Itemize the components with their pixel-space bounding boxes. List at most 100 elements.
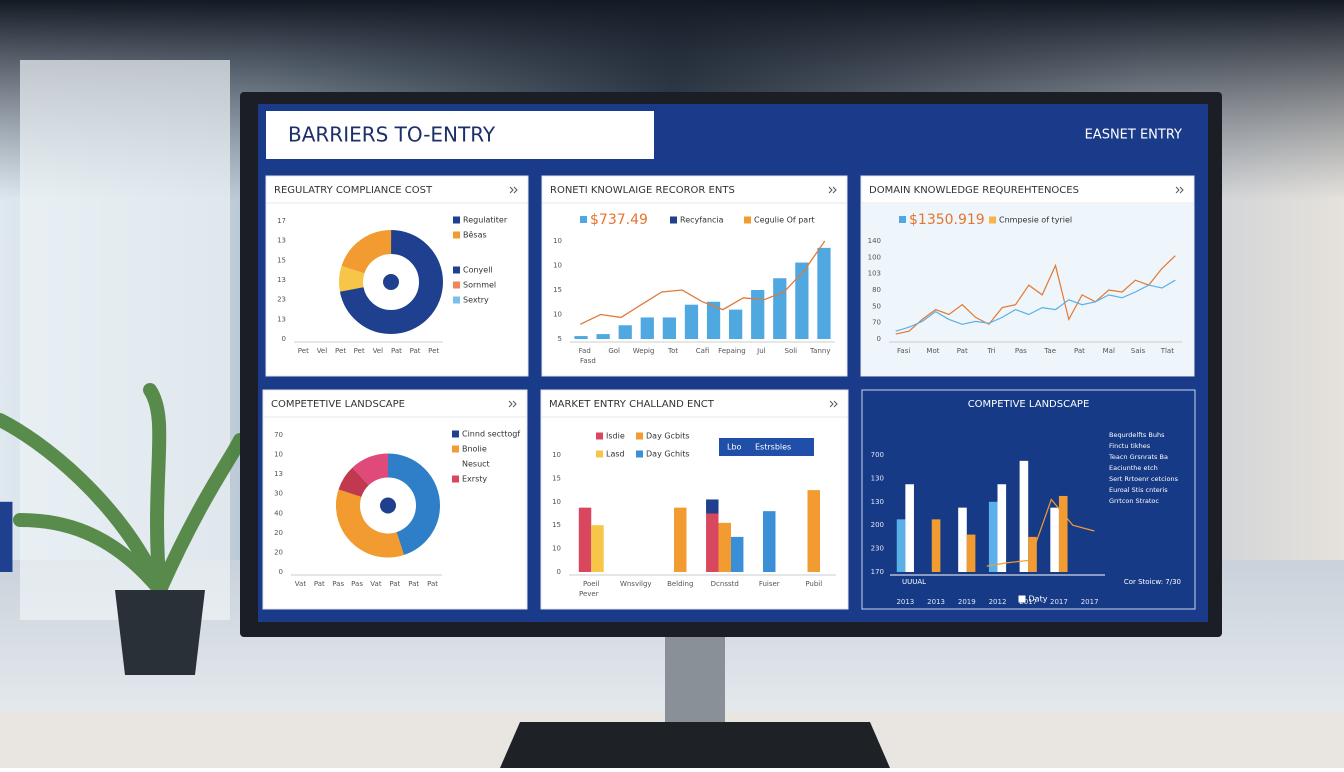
y-axis-label: 30 — [274, 490, 283, 498]
x-axis-label: Vat — [370, 580, 382, 588]
panel-title: MARKET ENTRY CHALLAND ENCT — [549, 399, 715, 410]
monitor-stand — [665, 630, 725, 740]
panel-bg — [540, 389, 849, 610]
x-axis-label: Pat — [410, 347, 421, 355]
x-axis-label: Pat — [314, 580, 325, 588]
legend-swatch — [452, 445, 459, 453]
y-axis-label: 103 — [868, 270, 881, 278]
y-axis-label: 13 — [277, 237, 286, 245]
bar — [896, 519, 906, 572]
bar — [931, 519, 941, 572]
legend-label: Regulatiter — [463, 216, 508, 225]
x-axis-label: Tlat — [1160, 347, 1175, 355]
x-axis-label: 2017 — [1019, 598, 1037, 606]
badge-text: Estrsbles — [755, 443, 791, 452]
panel-bg — [265, 175, 529, 377]
legend-label: Isdie — [606, 432, 625, 441]
bar — [988, 501, 998, 572]
x-axis-label: Fasi — [897, 347, 910, 355]
x-axis-label: Tae — [1043, 347, 1056, 355]
y-axis-label: 13 — [274, 470, 283, 478]
headline-swatch — [899, 216, 906, 223]
bar — [1019, 460, 1029, 572]
x-axis-label: Pas — [351, 580, 363, 588]
legend-label: Conyell — [463, 266, 493, 275]
y-axis-label: 0 — [279, 568, 283, 576]
y-axis-label: 170 — [871, 568, 884, 576]
x-axis-label: 2019 — [958, 598, 976, 606]
data-line — [895, 255, 1176, 335]
y-axis-label: 700 — [871, 451, 884, 459]
panel-title: REGULATRY COMPLIANCE COST — [274, 185, 433, 196]
legend-swatch — [989, 216, 996, 224]
y-axis-label: 100 — [868, 253, 881, 261]
x-axis-label: Pas — [1015, 347, 1027, 355]
bar — [807, 490, 820, 572]
x-axis-label: 2013 — [896, 598, 914, 606]
x-axis-label: Pubil — [805, 580, 822, 588]
legend-swatch — [453, 281, 460, 289]
side-note: Euroal Stis cnteris — [1109, 486, 1168, 494]
headline: $737.49 — [590, 212, 648, 228]
legend-label: Bêsas — [463, 230, 487, 240]
bar — [640, 317, 654, 339]
y-axis-label: 20 — [274, 529, 283, 537]
monitor-base — [500, 722, 890, 768]
x-axis-label: Wnsvilgy — [620, 580, 652, 588]
x-axis-label: Pat — [957, 347, 968, 355]
y-axis-label: 10 — [274, 451, 283, 459]
bar — [795, 262, 809, 339]
legend-swatch — [596, 450, 603, 458]
y-axis-label: 50 — [872, 302, 881, 310]
header-right: EASNET ENTRY — [1085, 128, 1182, 143]
bar — [618, 325, 632, 339]
panel: COMPETETIVE LANDSCAPE 70 10 13 30 40 20 20 0 Vat P… — [262, 389, 528, 610]
expand-icon — [1175, 186, 1184, 194]
legend-label: Nesuct — [462, 460, 490, 469]
x-axis-label: Dcnsstd — [711, 580, 739, 588]
x-axis-label: Pat — [391, 347, 402, 355]
legend-swatch — [452, 430, 459, 438]
x-axis-label: Pet — [298, 347, 309, 355]
y-axis-label: 140 — [868, 237, 881, 245]
x-axis-label: Mot — [926, 347, 939, 355]
bar — [966, 534, 976, 572]
bar — [578, 507, 592, 572]
legend-label: Day Gchits — [646, 450, 690, 459]
x-axis-label: 2012 — [989, 598, 1007, 606]
x-axis-label: Vel — [373, 347, 384, 355]
x-axis-label: Gol — [608, 347, 620, 355]
legend-label: Cegulie Of part — [754, 216, 815, 225]
panel: RONETI KNOWLAIGE RECOROR ENTS 10 10 15 10 5 Fa… — [541, 175, 848, 377]
legend-swatch — [453, 296, 460, 304]
headline: $1350.919 — [909, 212, 985, 228]
bar — [817, 247, 831, 339]
bar — [718, 522, 731, 572]
title-box — [266, 111, 654, 159]
bar — [751, 290, 765, 339]
data-line — [986, 498, 1095, 567]
panel: REGULATRY COMPLIANCE COST 17 13 15 13 23 13 0 Pe… — [265, 175, 529, 377]
dashboard-title: BARRIERS TO-ENTRY — [288, 123, 496, 147]
x-axis-label: Sais — [1131, 347, 1146, 355]
y-axis-label: 0 — [557, 568, 561, 576]
x-axis-label: Pas — [332, 580, 344, 588]
side-note: Bequrdelfts Buhs — [1109, 431, 1165, 439]
panel: MARKET ENTRY CHALLAND ENCT 10 15 10 15 10 0 Poe… — [0, 389, 849, 610]
footer-left: UUUAL — [902, 578, 926, 586]
bar — [674, 507, 687, 572]
bar — [763, 511, 776, 572]
y-axis-label: 0 — [877, 335, 881, 343]
bar — [684, 304, 699, 339]
panel-bg — [861, 389, 1196, 610]
badge — [719, 438, 814, 456]
y-axis-label: 40 — [274, 509, 283, 517]
donut-slice — [339, 230, 444, 334]
panel: COMPETIVE LANDSCAPE 700 130 130 200 230 170 201… — [861, 389, 1196, 610]
panel-title: COMPETIVE LANDSCAPE — [968, 399, 1090, 410]
legend-label: Lasd — [606, 450, 625, 459]
x-axis-label: Tot — [667, 347, 678, 355]
y-axis-label: 10 — [553, 262, 562, 270]
bar — [730, 536, 744, 572]
